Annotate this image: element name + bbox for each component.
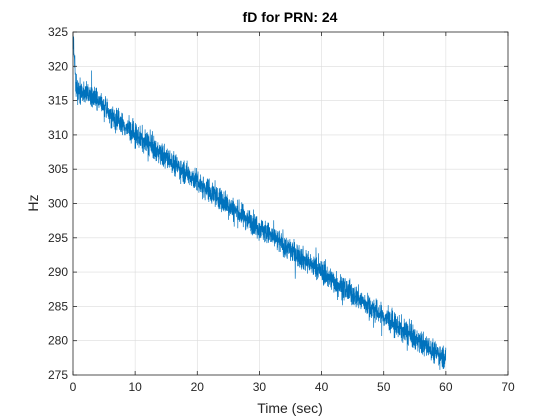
- y-tick-label: 300: [48, 197, 68, 211]
- x-tick-label: 0: [70, 380, 77, 394]
- y-tick-label: 310: [48, 128, 68, 142]
- x-tick-label: 30: [253, 380, 267, 394]
- x-tick-label: 70: [501, 380, 515, 394]
- x-axis-label: Time (sec): [257, 400, 323, 416]
- x-tick-label: 40: [315, 380, 329, 394]
- y-tick-label: 285: [48, 299, 68, 313]
- y-tick-label: 305: [48, 162, 68, 176]
- y-tick-label: 315: [48, 94, 68, 108]
- y-axis-label: Hz: [25, 194, 41, 211]
- chart-title: fD for PRN: 24: [243, 9, 338, 25]
- y-tick-label: 275: [48, 368, 68, 382]
- x-ticks: 0 10 20 30 40 50 60 70: [70, 32, 515, 394]
- y-ticks: 275 280 285 290 295 300 305 310 315 320 325: [48, 25, 508, 382]
- x-tick-label: 10: [128, 380, 142, 394]
- x-tick-label: 50: [377, 380, 391, 394]
- y-tick-label: 320: [48, 59, 68, 73]
- y-tick-label: 280: [48, 334, 68, 348]
- y-tick-label: 325: [48, 25, 68, 39]
- y-tick-label: 295: [48, 231, 68, 245]
- y-tick-label: 290: [48, 265, 68, 279]
- x-tick-label: 20: [191, 380, 205, 394]
- x-tick-label: 60: [439, 380, 453, 394]
- series-line: [72, 35, 447, 370]
- series-0-line: [72, 35, 447, 370]
